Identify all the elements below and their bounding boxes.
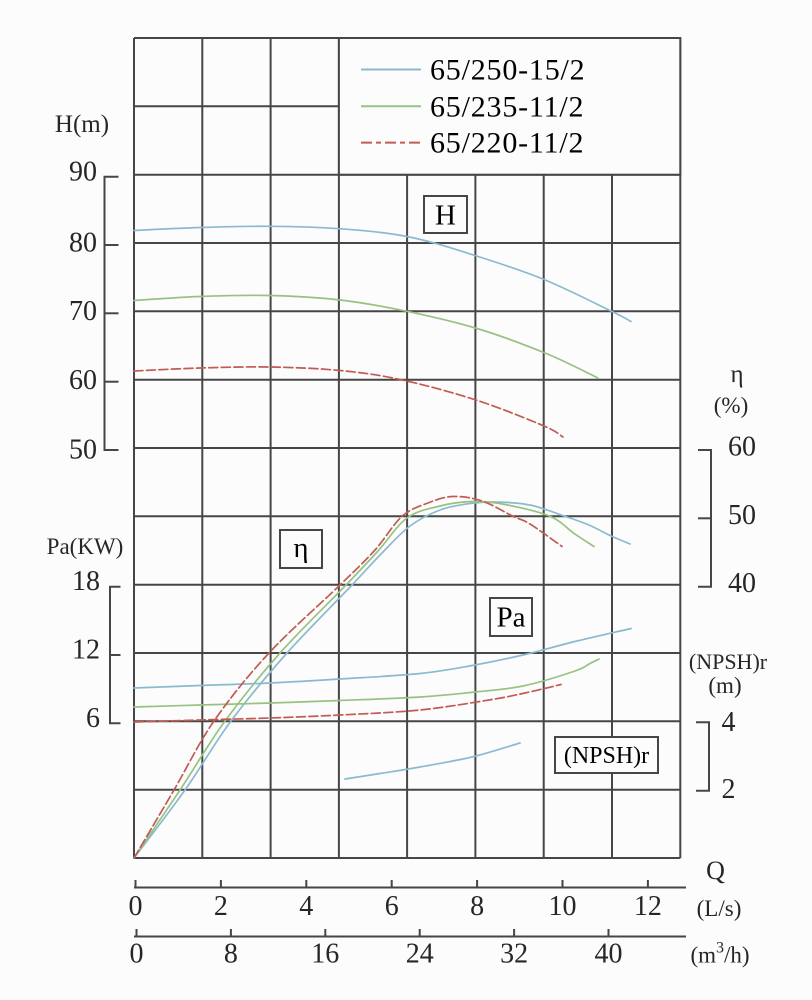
svg-text:60: 60	[728, 432, 756, 463]
svg-text:12: 12	[634, 891, 662, 922]
svg-text:40: 40	[728, 568, 756, 599]
svg-text:Pa: Pa	[497, 602, 526, 634]
svg-text:40: 40	[595, 939, 623, 970]
svg-text:80: 80	[69, 228, 97, 259]
svg-text:η: η	[730, 361, 743, 388]
svg-text:(m): (m)	[708, 673, 741, 698]
svg-text:70: 70	[69, 296, 97, 327]
svg-text:η: η	[293, 532, 308, 564]
svg-text:50: 50	[728, 500, 756, 531]
svg-text:6: 6	[385, 891, 399, 922]
svg-text:60: 60	[69, 365, 97, 396]
svg-text:(NPSH)r: (NPSH)r	[564, 743, 649, 769]
svg-text:10: 10	[549, 891, 577, 922]
svg-text:32: 32	[500, 939, 528, 970]
svg-text:(L/s): (L/s)	[697, 896, 742, 921]
svg-text:18: 18	[72, 566, 100, 597]
svg-text:4: 4	[722, 707, 736, 738]
svg-text:Q: Q	[706, 856, 725, 885]
svg-text:24: 24	[406, 939, 434, 970]
svg-text:4: 4	[299, 891, 313, 922]
svg-text:2: 2	[214, 891, 228, 922]
svg-text:65/235-11/2: 65/235-11/2	[430, 90, 584, 123]
svg-text:65/250-15/2: 65/250-15/2	[430, 54, 585, 87]
svg-text:8: 8	[224, 939, 238, 970]
svg-text:H(m): H(m)	[55, 111, 109, 138]
svg-text:0: 0	[130, 939, 144, 970]
svg-text:2: 2	[722, 774, 736, 805]
svg-text:6: 6	[86, 703, 100, 734]
svg-text:90: 90	[69, 157, 97, 188]
svg-text:50: 50	[69, 435, 97, 466]
svg-text:(NPSH)r: (NPSH)r	[689, 649, 768, 674]
svg-text:Pa(KW): Pa(KW)	[47, 534, 124, 559]
svg-text:8: 8	[470, 891, 484, 922]
svg-text:0: 0	[129, 891, 143, 922]
svg-text:(%): (%)	[714, 393, 748, 418]
svg-text:16: 16	[311, 939, 339, 970]
svg-text:65/220-11/2: 65/220-11/2	[430, 127, 584, 160]
svg-text:H: H	[435, 200, 456, 232]
svg-text:12: 12	[72, 635, 100, 666]
